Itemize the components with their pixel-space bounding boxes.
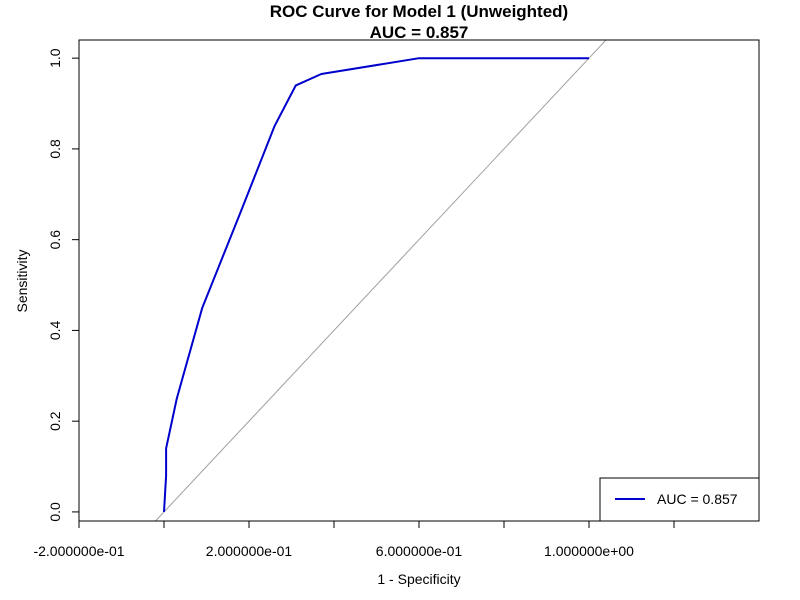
plot-frame <box>78 39 760 522</box>
y-tick-label: 1.0 <box>47 48 63 68</box>
y-tick-label: 0.8 <box>47 139 63 159</box>
y-tick-label: 0.2 <box>47 411 63 431</box>
legend-label: AUC = 0.857 <box>657 491 738 507</box>
y-tick-label: 0.4 <box>47 320 63 340</box>
x-tick-label: 2.000000e-01 <box>206 543 293 559</box>
chart-title: ROC Curve for Model 1 (Unweighted) <box>270 2 568 21</box>
chart-title-group: ROC Curve for Model 1 (Unweighted) AUC =… <box>270 2 568 42</box>
x-axis: -2.000000e-01 2.000000e-01 6.000000e-01 1.0… <box>33 521 675 559</box>
x-tick-label: -2.000000e-01 <box>33 543 124 559</box>
y-tick-label: 0.6 <box>47 230 63 250</box>
roc-curve-line <box>163 57 589 512</box>
x-tick-label: 1.000000e+00 <box>544 543 634 559</box>
diagonal-reference-line <box>154 40 607 521</box>
x-axis-label: 1 - Specificity <box>377 571 460 587</box>
y-axis-label: Sensitivity <box>14 249 30 312</box>
x-tick-label: 6.000000e-01 <box>376 543 463 559</box>
y-axis: 0.0 0.2 0.4 0.6 0.8 1.0 <box>47 48 79 522</box>
chart-subtitle: AUC = 0.857 <box>370 23 469 42</box>
y-tick-label: 0.0 <box>47 502 63 522</box>
chart-legend: AUC = 0.857 <box>599 477 760 522</box>
